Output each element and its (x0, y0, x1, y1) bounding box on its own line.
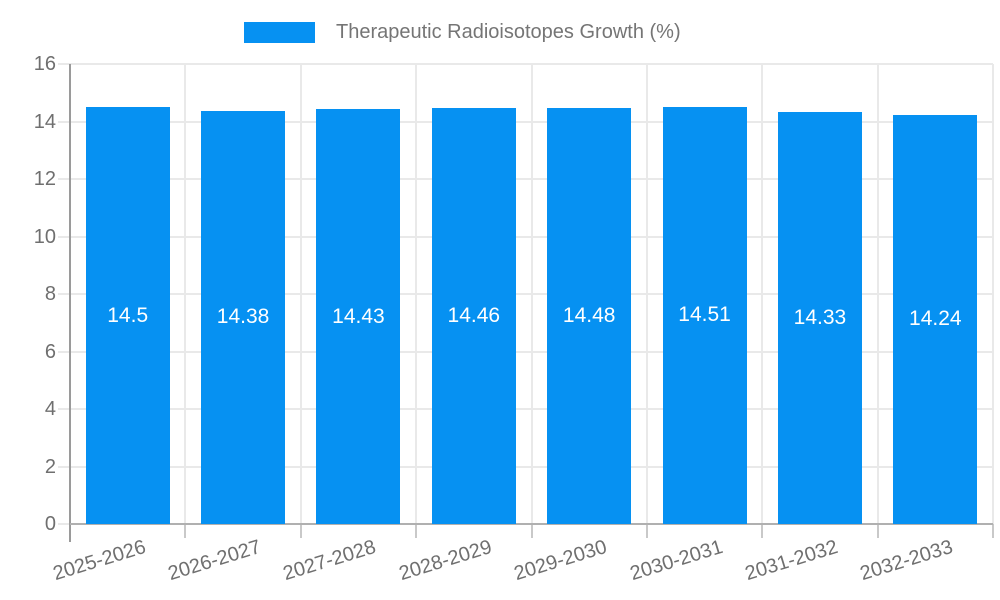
h-gridline (58, 293, 993, 295)
legend-label: Therapeutic Radioisotopes Growth (%) (336, 21, 681, 43)
y-tick-label: 2 (44, 455, 56, 478)
bar (662, 106, 747, 524)
v-gridline (184, 64, 187, 524)
x-axis-tick (876, 524, 879, 538)
bar-value-label: 14.5 (107, 303, 149, 327)
y-tick-label: 14 (33, 110, 56, 133)
h-gridline (58, 350, 993, 353)
bar-value-label: 14.51 (678, 303, 731, 327)
h-gridline (58, 120, 993, 123)
x-axis-tick (645, 524, 648, 538)
bar (777, 112, 862, 524)
h-gridline (58, 465, 993, 468)
bar (85, 107, 170, 524)
h-gridline (58, 235, 993, 238)
chart-legend: Therapeutic Radioisotopes Growth (%) (0, 0, 1000, 56)
x-axis-tick (415, 524, 418, 538)
v-gridline (415, 64, 418, 524)
bar-value-label: 14.33 (793, 306, 847, 329)
bar (316, 109, 401, 524)
bar-value-label: 14.43 (332, 304, 385, 328)
y-tick-label: 10 (33, 225, 56, 248)
y-tick-label: 12 (33, 168, 56, 190)
x-axis-tick (184, 524, 187, 538)
x-axis-tick (299, 524, 302, 538)
bar-value-label: 14.46 (447, 304, 501, 328)
bar-value-label: 14.24 (909, 307, 962, 331)
bar-value-label: 14.38 (216, 305, 270, 329)
y-tick-label: 6 (44, 340, 56, 363)
v-gridline (761, 64, 764, 524)
v-gridline (299, 64, 302, 524)
bar (893, 114, 978, 524)
h-gridline (58, 63, 993, 65)
x-axis-tick (530, 524, 533, 538)
v-gridline (645, 64, 648, 524)
y-tick-label: 4 (44, 398, 56, 420)
v-gridline (876, 64, 879, 524)
y-tick-label: 0 (44, 513, 56, 535)
bar-value-label: 14.48 (562, 303, 616, 327)
x-axis-tick (761, 524, 764, 538)
v-gridline (530, 64, 533, 524)
x-axis-line (70, 523, 993, 525)
bar (201, 110, 286, 524)
v-gridline (992, 64, 994, 524)
y-tick-label: 16 (33, 53, 56, 75)
legend-swatch (244, 22, 315, 43)
h-gridline (58, 178, 993, 180)
y-axis-line (69, 64, 71, 542)
y-tick-label: 8 (44, 283, 56, 305)
h-gridline (58, 408, 993, 410)
h-gridline (58, 523, 70, 525)
bar (547, 107, 632, 524)
bar (431, 108, 516, 524)
x-axis-tick (992, 524, 994, 538)
